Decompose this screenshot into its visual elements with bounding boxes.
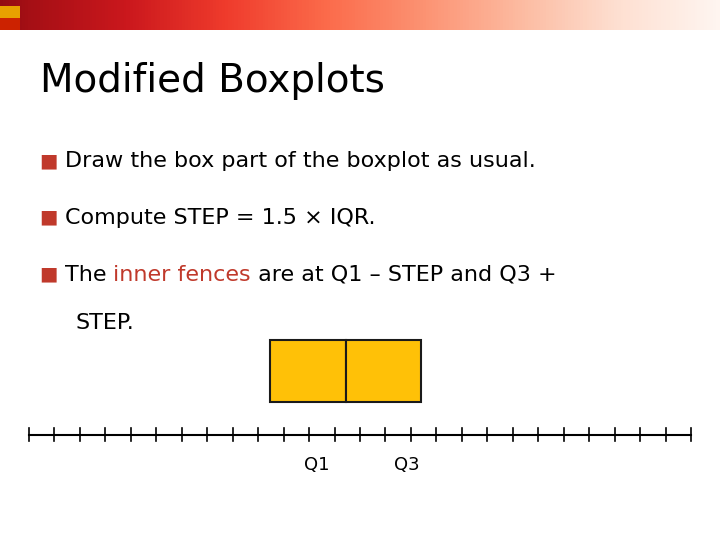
Bar [270, 340, 346, 402]
Text: Q3: Q3 [394, 456, 420, 474]
Text: are at Q1 – STEP and Q3 +: are at Q1 – STEP and Q3 + [251, 265, 557, 285]
Text: Draw the box part of the boxplot as usual.: Draw the box part of the boxplot as usua… [65, 151, 536, 171]
Bar [346, 340, 421, 402]
Bar [0, 18, 20, 30]
Text: inner fences: inner fences [114, 265, 251, 285]
Text: STEP.: STEP. [76, 313, 135, 333]
Bar [0, 6, 20, 18]
Text: ■: ■ [40, 151, 58, 170]
Text: The: The [65, 265, 114, 285]
Text: ■: ■ [40, 265, 58, 284]
Text: Compute STEP = 1.5 × IQR.: Compute STEP = 1.5 × IQR. [65, 208, 375, 228]
Text: Q1: Q1 [304, 456, 330, 474]
Text: Modified Boxplots: Modified Boxplots [40, 62, 384, 100]
Text: ■: ■ [40, 208, 58, 227]
